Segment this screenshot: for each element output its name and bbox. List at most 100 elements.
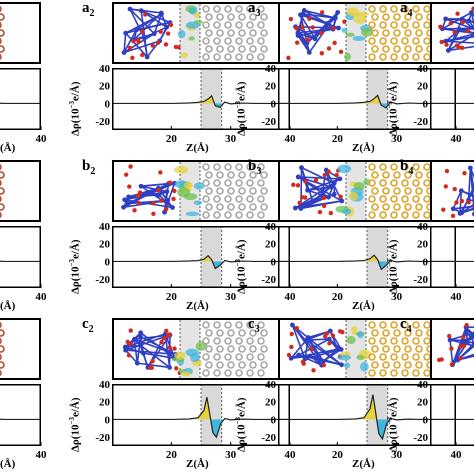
panel-label: a2: [82, 0, 95, 19]
y-tick-label: 20: [417, 397, 429, 409]
x-tick-label: 30: [225, 449, 237, 461]
delta-rho-curve: [430, 260, 474, 263]
x-tick-label: 20: [332, 133, 344, 145]
y-tick-label: 20: [99, 81, 111, 93]
y-tick-label: 20: [99, 239, 111, 251]
delta-rho-curve: [430, 418, 474, 421]
substrate-atoms: [202, 163, 268, 219]
y-tick-label: -20: [261, 274, 276, 286]
y-label-exponent: −3: [386, 259, 394, 267]
panel-label: c4: [400, 316, 412, 335]
x-tick-label: 40: [451, 133, 463, 145]
y-tick-label: 40: [417, 379, 429, 391]
y-tick-label: 20: [265, 397, 277, 409]
charge-accumulation-area: [0, 419, 6, 420]
atomic-structure-view: [438, 6, 474, 53]
panel-letter: a: [82, 0, 90, 16]
y-axis-label: Δρ(10−3e/Å): [234, 398, 248, 453]
x-axis-label: (Å): [0, 300, 16, 312]
y-label-exponent: −3: [386, 417, 394, 425]
structure-panel: [278, 318, 456, 380]
charge-accumulation-area: [430, 254, 474, 266]
delta-rho-curve: [278, 394, 456, 441]
atomic-structure-view: [286, 320, 434, 378]
metal-framework: [291, 165, 345, 216]
delta-rho-curve: [112, 397, 290, 439]
charge-isosurface: [341, 7, 374, 61]
y-tick-label: 20: [265, 81, 277, 93]
panel-index: 4: [408, 166, 414, 177]
y-tick-label: 40: [265, 221, 277, 233]
panel-label: a4: [400, 0, 413, 19]
y-tick-label: 0: [105, 414, 111, 426]
charge-accumulation-area: [0, 103, 6, 104]
y-label-base: Δρ(10: [235, 108, 248, 136]
y-tick-label: 40: [99, 379, 111, 391]
y-axis-label: Δρ(10−3e/Å): [68, 240, 82, 295]
charge-depletion-area: [430, 254, 474, 266]
y-label-base: Δρ(10: [69, 108, 82, 136]
y-label-unit: e/Å): [69, 239, 82, 260]
y-tick-label: 0: [423, 414, 429, 426]
x-axis-label: Z(Å): [186, 300, 209, 312]
y-axis-ticks: 40 20 0 -20: [95, 221, 111, 286]
substrate-atoms: [0, 163, 5, 219]
y-label-unit: e/Å): [69, 81, 82, 102]
panel-label: a3: [248, 0, 261, 19]
structure-panel: [430, 160, 474, 222]
y-tick-label: 0: [271, 98, 277, 110]
metal-framework: [121, 164, 177, 217]
panel-c2: 20 30 40 40 20 0 -20 c2 Δρ(10−3e/Å) Z(Å): [68, 316, 296, 474]
panel-b2: 20 30 40 40 20 0 -20 b2 Δρ(10−3e/Å) Z(Å): [68, 158, 296, 316]
delta-rho-curve: [0, 102, 41, 105]
x-axis-label: Z(Å): [352, 458, 375, 470]
y-tick-label: 40: [265, 63, 277, 75]
x-axis-label: Z(Å): [352, 142, 375, 154]
y-axis-ticks: 40 20 0 -20: [95, 63, 111, 128]
y-tick-label: 40: [417, 221, 429, 233]
panel-letter: b: [248, 158, 257, 174]
charge-isosurface: [171, 341, 208, 377]
x-tick-label: 20: [166, 291, 178, 303]
x-tick-label: 40: [451, 449, 463, 461]
y-label-exponent: −3: [234, 101, 242, 109]
y-label-base: Δρ(10: [387, 108, 400, 136]
structure-panel: [112, 2, 290, 64]
panel-index: 2: [89, 8, 95, 19]
structure-panel: [112, 318, 290, 380]
delta-rho-curve: [0, 260, 41, 263]
y-tick-label: -20: [95, 116, 110, 128]
y-tick-label: -20: [413, 432, 428, 444]
panel-index: 3: [256, 166, 262, 177]
y-axis-label: Δρ(10−3e/Å): [386, 82, 400, 137]
panel-letter: a: [400, 0, 408, 16]
panel-a3: 20 30 40 40 20 0 -20 a3 Δρ(10−3e/Å) Z(Å): [234, 0, 462, 158]
panel-index: 4: [407, 8, 413, 19]
metal-framework: [286, 8, 347, 61]
structure-panel: [0, 2, 41, 64]
x-tick-label: 40: [36, 449, 48, 461]
panel-label: b3: [248, 158, 261, 177]
y-label-unit: e/Å): [387, 239, 400, 260]
panel-b3: 20 30 40 40 20 0 -20 b3 Δρ(10−3e/Å) Z(Å): [234, 158, 462, 316]
y-axis-label: Δρ(10−3e/Å): [68, 82, 82, 137]
y-tick-label: -20: [413, 274, 428, 286]
y-axis-ticks: 40 20 0 -20: [413, 63, 428, 128]
y-label-exponent: −3: [68, 259, 76, 267]
x-tick-label: 20: [166, 133, 178, 145]
structure-panel: [278, 2, 456, 64]
delta-rho-curve: [112, 94, 290, 109]
y-label-exponent: −3: [68, 417, 76, 425]
x-axis-label: Z(Å): [186, 142, 209, 154]
panel-label: b4: [400, 158, 413, 177]
y-label-base: Δρ(10: [235, 424, 248, 452]
atomic-structure-view: [0, 321, 5, 377]
